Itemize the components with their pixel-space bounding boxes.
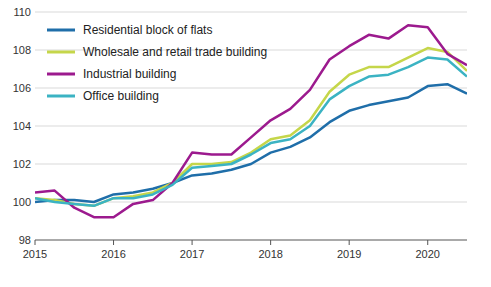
y-tick-label: 110 xyxy=(13,6,31,18)
legend-label: Wholesale and retail trade building xyxy=(83,45,267,59)
x-tick xyxy=(192,240,193,245)
series-line xyxy=(35,58,467,206)
y-tick-label: 108 xyxy=(13,44,31,56)
y-tick-label: 98 xyxy=(19,234,31,246)
y-tick-label: 106 xyxy=(13,82,31,94)
y-tick-label: 102 xyxy=(13,158,31,170)
x-tick-label: 2019 xyxy=(337,248,361,260)
x-tick xyxy=(270,240,271,245)
x-tick xyxy=(427,240,428,245)
series-line xyxy=(35,48,467,206)
legend-label: Residential block of flats xyxy=(83,23,212,37)
x-tick xyxy=(349,240,350,245)
x-tick-label: 2016 xyxy=(101,248,125,260)
legend-label: Industrial building xyxy=(83,67,176,81)
legend-swatch xyxy=(47,29,75,32)
y-tick-label: 104 xyxy=(13,120,31,132)
legend-label: Office building xyxy=(83,89,159,103)
x-tick-label: 2020 xyxy=(415,248,439,260)
grid-line xyxy=(35,12,467,13)
legend-swatch xyxy=(47,73,75,76)
series-group xyxy=(35,25,467,217)
x-tick xyxy=(113,240,114,245)
x-tick xyxy=(35,240,36,245)
x-tick-label: 2018 xyxy=(258,248,282,260)
x-tick-label: 2017 xyxy=(180,248,204,260)
grid-line xyxy=(35,126,467,127)
y-tick-label: 100 xyxy=(13,196,31,208)
x-tick-label: 2015 xyxy=(23,248,47,260)
series-line xyxy=(35,25,467,217)
series-line xyxy=(35,84,467,202)
chart: 98 100 102 104 106 108 110 2015 2016 2017 2018 2019… xyxy=(0,0,491,287)
x-axis-line xyxy=(35,240,467,241)
legend-swatch xyxy=(47,51,75,54)
legend-swatch xyxy=(47,95,75,98)
